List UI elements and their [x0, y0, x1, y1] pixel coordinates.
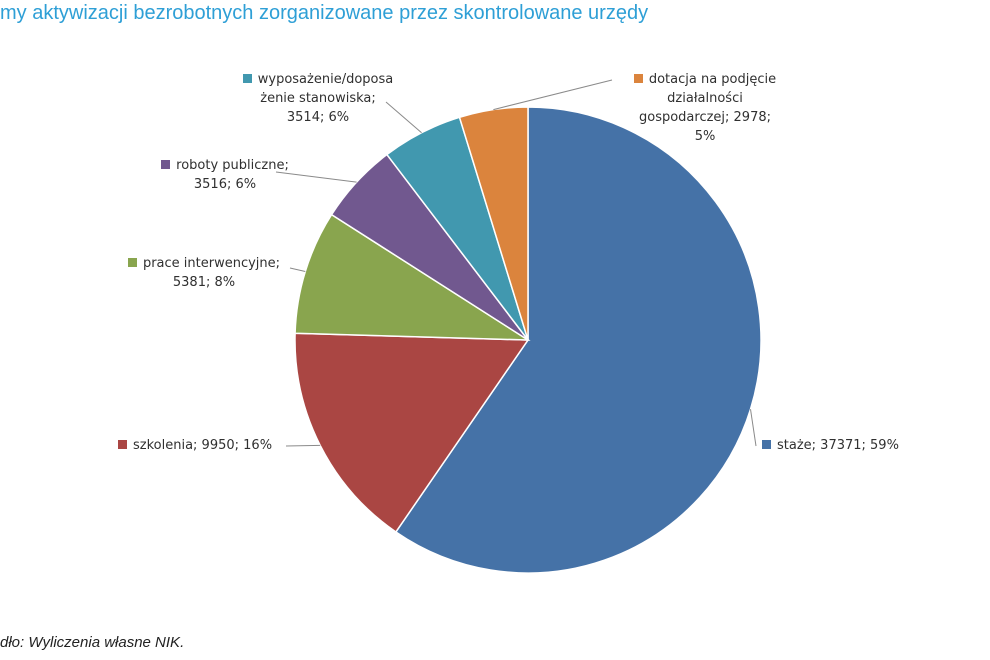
data-label-dotacja: dotacja na podjęcie działalności gospoda… [620, 70, 790, 146]
data-label-dotacja-line1: dotacja na podjęcie [648, 72, 777, 87]
leader-line-dotacja [493, 79, 613, 111]
leader-lines [275, 79, 757, 447]
source-note: dło: Wyliczenia własne NIK. [0, 634, 185, 651]
data-label-wyposazenie: wyposażenie/doposa żenie stanowiska; 351… [238, 70, 398, 127]
data-label-staze: staże; 37371; 59% [762, 436, 899, 455]
data-label-wyposazenie-line1: wyposażenie/doposa [257, 72, 394, 87]
leader-line-staze [750, 409, 757, 447]
legend-swatch-roboty [161, 160, 171, 169]
leader-line-szkolenia [285, 444, 321, 447]
legend-swatch-dotacja [633, 74, 643, 83]
chart-title: my aktywizacji bezrobotnych zorganizowan… [0, 2, 649, 24]
legend-swatch-wyposazenie [242, 74, 252, 83]
data-label-szkolenia: szkolenia; 9950; 16% [118, 436, 272, 455]
legend-swatch-staze [762, 440, 771, 449]
data-label-roboty-publiczne: roboty publiczne; 3516; 6% [160, 156, 290, 194]
data-label-prace-line2: 5381; 8% [172, 275, 236, 290]
data-label-staze-text: staże; 37371; 59% [777, 438, 899, 453]
legend-swatch-szkolenia [118, 440, 127, 449]
pie-slice-szkolenia [294, 332, 530, 533]
pie-slice-staze [394, 106, 762, 574]
pie-slices [294, 106, 762, 574]
leader-line-roboty-publiczne [275, 171, 357, 183]
data-label-roboty-line1: roboty publiczne; [176, 158, 289, 173]
data-label-dotacja-line2: działalności [667, 91, 743, 106]
data-label-prace-line1: prace interwencyjne; [142, 256, 281, 271]
data-label-wyposazenie-line3: 3514; 6% [286, 110, 350, 125]
leader-line-prace-interwencyjne [289, 267, 306, 272]
data-label-szkolenia-text: szkolenia; 9950; 16% [133, 438, 273, 453]
data-label-wyposazenie-line2: żenie stanowiska; [260, 91, 376, 106]
legend-swatch-prace [127, 258, 137, 267]
leader-line-wyposazenie [385, 101, 422, 134]
data-label-prace-interwencyjne: prace interwencyjne; 5381; 8% [120, 254, 288, 292]
data-label-roboty-line2: 3516; 6% [193, 177, 257, 192]
data-label-dotacja-line4: 5% [694, 129, 716, 144]
data-label-dotacja-line3: gospodarczej; 2978; [638, 110, 772, 125]
